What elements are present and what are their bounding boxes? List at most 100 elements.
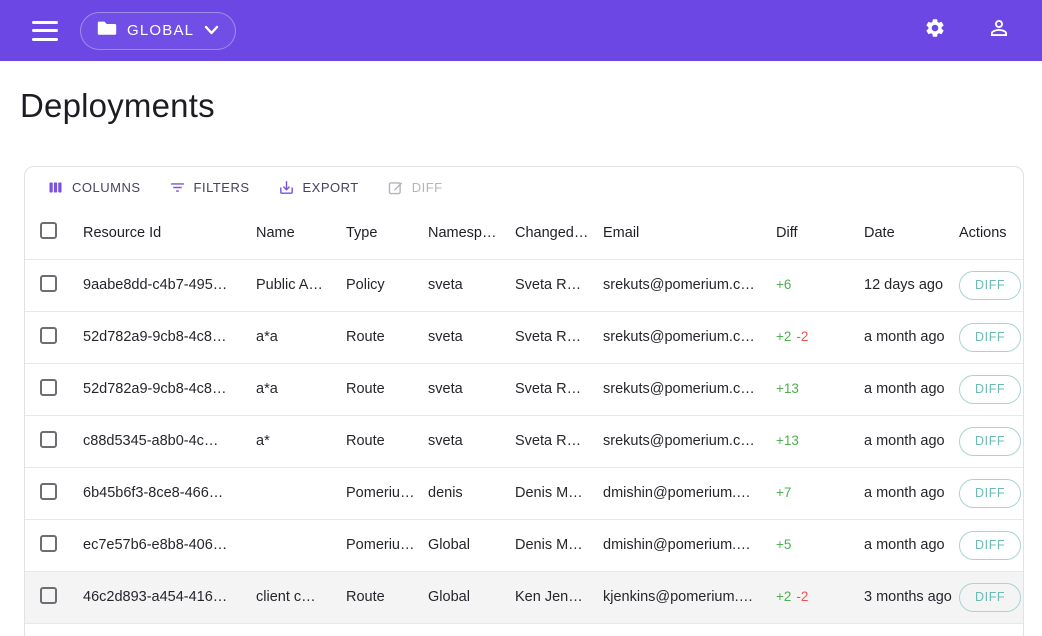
columns-button-label: COLUMNS [72, 179, 141, 195]
email-cell: dmishin@pomerium.… [603, 485, 751, 501]
date-cell: 3 months ago [864, 589, 952, 605]
diff-additions: +6 [776, 277, 792, 292]
diff-additions: +5 [776, 537, 792, 552]
table-body: 9aabe8dd-c4b7-495… Public A… Policy svet… [25, 259, 1023, 623]
filter-lines-icon [169, 179, 186, 196]
table-row[interactable]: 52d782a9-9cb8-4c8… a*a Route sveta Sveta… [25, 311, 1023, 363]
name-cell [256, 519, 346, 571]
email-cell: srekuts@pomerium.c… [603, 381, 755, 397]
date-cell: a month ago [864, 329, 945, 345]
diff-additions: +2 [776, 589, 792, 604]
view-columns-icon [47, 179, 64, 196]
page-title: Deployments [20, 87, 215, 124]
table-row[interactable]: 52d782a9-9cb8-4c8… a*a Route sveta Sveta… [25, 363, 1023, 415]
namespace-cell: Global [428, 589, 470, 605]
row-diff-button[interactable]: DIFF [959, 426, 1022, 456]
resource-id-cell: c88d5345-a8b0-4c… [83, 433, 219, 449]
diff-cell: +5 [776, 519, 864, 571]
type-cell: Policy [346, 277, 385, 293]
resource-id-cell: 52d782a9-9cb8-4c8… [83, 329, 227, 345]
type-cell: Pomeriu… [346, 485, 415, 501]
email-cell: srekuts@pomerium.c… [603, 433, 755, 449]
export-button-label: EXPORT [302, 179, 359, 195]
diff-additions: +13 [776, 381, 799, 396]
header-name: Name [256, 224, 295, 241]
table-row[interactable]: 46c2d893-a454-416… client c… Route Globa… [25, 571, 1023, 623]
type-cell: Pomeriu… [346, 537, 415, 553]
diff-toolbar-button: DIFF [378, 174, 452, 201]
header-namespace: Namesp… [428, 224, 497, 241]
namespace-cell: denis [428, 485, 463, 501]
row-diff-button[interactable]: DIFF [959, 530, 1022, 560]
date-cell: 12 days ago [864, 277, 944, 293]
row-diff-button[interactable]: DIFF [959, 478, 1022, 508]
namespace-cell: sveta [428, 433, 463, 449]
table-row[interactable]: c88d5345-a8b0-4c… a* Route sveta Sveta R… [25, 415, 1023, 467]
org-selector-dropdown[interactable]: GLOBAL [80, 11, 237, 50]
row-checkbox[interactable] [40, 482, 57, 500]
table-toolbar: COLUMNS FILTERS EXPORT DIFF [25, 167, 1023, 207]
diff-cell: +7 [776, 467, 864, 519]
account-button[interactable] [986, 18, 1012, 44]
deployments-table: Resource Id Name Type Namesp… Changed… E… [25, 207, 1023, 623]
table-row[interactable]: 6b45b6f3-8ce8-466… Pomeriu… denis Denis … [25, 467, 1023, 519]
namespace-cell: sveta [428, 381, 463, 397]
diff-deletions: -2 [796, 329, 809, 344]
namespace-cell: sveta [428, 329, 463, 345]
table-row[interactable]: 9aabe8dd-c4b7-495… Public A… Policy svet… [25, 259, 1023, 311]
name-cell: a*a [256, 329, 278, 345]
date-cell: a month ago [864, 433, 945, 449]
type-cell: Route [346, 381, 385, 397]
name-cell: Public A… [256, 277, 323, 293]
namespace-cell: Global [428, 537, 470, 553]
type-cell: Route [346, 329, 385, 345]
resource-id-cell: 6b45b6f3-8ce8-466… [83, 485, 224, 501]
diff-cell: +13 [776, 415, 864, 467]
name-cell: a*a [256, 381, 278, 397]
row-checkbox[interactable] [40, 378, 57, 396]
date-cell: a month ago [864, 381, 945, 397]
namespace-cell: sveta [428, 277, 463, 293]
name-cell: a* [256, 433, 270, 449]
filters-button[interactable]: FILTERS [160, 174, 259, 201]
row-diff-button[interactable]: DIFF [959, 270, 1022, 300]
gear-icon [924, 17, 946, 44]
row-diff-button[interactable]: DIFF [959, 582, 1022, 612]
date-cell: a month ago [864, 485, 945, 501]
header-type: Type [346, 224, 378, 241]
settings-button[interactable] [922, 18, 948, 44]
resource-id-cell: 46c2d893-a454-416… [83, 589, 228, 605]
changed-by-cell: Denis M… [515, 537, 583, 553]
folder-icon [97, 20, 117, 41]
table-header-row: Resource Id Name Type Namesp… Changed… E… [25, 207, 1023, 259]
row-checkbox[interactable] [40, 534, 57, 552]
row-checkbox[interactable] [40, 274, 57, 292]
row-diff-button[interactable]: DIFF [959, 322, 1022, 352]
diff-additions: +13 [776, 433, 799, 448]
row-diff-button[interactable]: DIFF [959, 374, 1022, 404]
row-checkbox[interactable] [40, 586, 57, 604]
select-all-checkbox[interactable] [40, 222, 57, 240]
resource-id-cell: 52d782a9-9cb8-4c8… [83, 381, 227, 397]
changed-by-cell: Sveta R… [515, 329, 582, 345]
header-date: Date [864, 224, 895, 241]
type-cell: Route [346, 433, 385, 449]
resource-id-cell: 9aabe8dd-c4b7-495… [83, 277, 228, 293]
org-selector-label: GLOBAL [127, 22, 195, 39]
header-email: Email [603, 224, 640, 241]
hamburger-menu-icon[interactable] [32, 20, 58, 41]
diff-additions: +7 [776, 485, 792, 500]
row-checkbox[interactable] [40, 326, 57, 344]
email-cell: srekuts@pomerium.c… [603, 329, 755, 345]
download-icon [278, 179, 295, 196]
diff-cell: +13 [776, 363, 864, 415]
changed-by-cell: Ken Jen… [515, 589, 583, 605]
changed-by-cell: Sveta R… [515, 433, 582, 449]
changed-by-cell: Sveta R… [515, 381, 582, 397]
header-diff: Diff [776, 224, 798, 241]
row-checkbox[interactable] [40, 430, 57, 448]
columns-button[interactable]: COLUMNS [38, 174, 150, 201]
table-row[interactable]: ec7e57b6-e8b8-406… Pomeriu… Global Denis… [25, 519, 1023, 571]
edit-pencil-icon [387, 179, 404, 196]
export-button[interactable]: EXPORT [269, 174, 368, 201]
